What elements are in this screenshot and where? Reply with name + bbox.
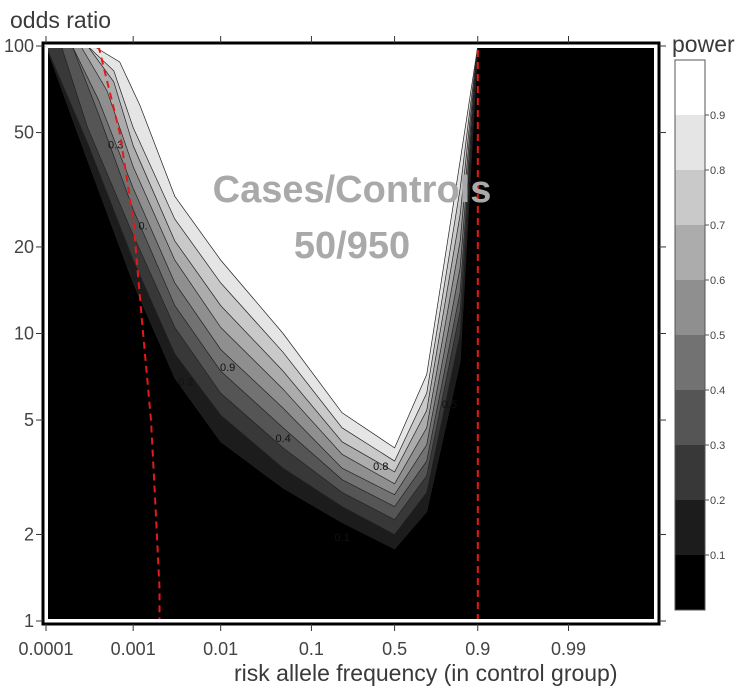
contour-labels: 0.3 0. 0.2 0.9 0.4 0.8 0.5 0.6 0.1: [108, 140, 484, 544]
contour-fills: [46, 46, 478, 549]
colorbar-segment: [675, 335, 705, 390]
colorbar: 0.1 0.2 0.3 0.4 0.5 0.6 0.7 0.8 0.9: [674, 59, 725, 611]
colorbar-tick-label: 0.3: [710, 440, 725, 452]
contour-line-0.2: [45, 45, 479, 535]
contour-line-0.6: [80, 45, 479, 485]
colorbar-tick-label: 0.9: [710, 110, 725, 122]
x-tick-label: 0.001: [111, 639, 156, 659]
colorbar-tick-label: 0.7: [710, 220, 725, 232]
colorbar-tick-label: 0.2: [710, 495, 725, 507]
x-tick-label: 0.01: [203, 639, 238, 659]
x-tick-label: 0.99: [551, 639, 586, 659]
contour-line-0.4: [71, 45, 479, 508]
x-tick-label: 0.9: [465, 639, 490, 659]
plot-inner-border: [46, 46, 656, 621]
colorbar-tick-label: 0.8: [710, 165, 725, 177]
contour-label: 0.3: [108, 140, 123, 152]
contour-line-0.1: [45, 45, 479, 550]
reference-lines: [97, 45, 479, 621]
y-tick-label: 1: [24, 611, 34, 631]
contour-label: 0.5: [442, 399, 457, 411]
colorbar-segment: [675, 500, 705, 555]
colorbar-title: power: [672, 31, 735, 57]
colorbar-tick-label: 0.4: [710, 385, 725, 397]
contour-label: 0.8: [373, 461, 388, 473]
contour-label: 0.4: [276, 433, 291, 445]
x-tick-label: 0.0001: [18, 639, 73, 659]
colorbar-segment: [675, 280, 705, 335]
contour-label: 0.6: [469, 179, 484, 191]
contour-line-0.5: [71, 45, 479, 496]
contour-label: 0.2: [178, 376, 193, 388]
colorbar-segment: [675, 170, 705, 225]
contour-line-0.8: [87, 45, 479, 462]
y-axis-ticks: 1 2 5 10 20 50 100: [4, 36, 666, 631]
x-axis-label: risk allele frequency (in control group): [234, 660, 618, 686]
contour-band-0.9: [93, 46, 478, 448]
x-tick-label: 0.5: [382, 639, 407, 659]
contour-label: 0.1: [334, 532, 349, 544]
x-tick-label: 0.1: [299, 639, 324, 659]
annotation-line-2: 50/950: [294, 225, 410, 267]
y-tick-label: 100: [4, 36, 34, 56]
reference-line-1: [97, 45, 161, 621]
y-axis-label: odds ratio: [10, 7, 111, 33]
colorbar-segment: [675, 225, 705, 280]
colorbar-tick-label: 0.5: [710, 330, 725, 342]
contour-line-0.3: [60, 45, 479, 521]
colorbar-segment: [675, 115, 705, 170]
contour-line-0.7: [87, 45, 479, 473]
y-tick-label: 50: [14, 123, 34, 143]
y-tick-label: 20: [14, 237, 34, 257]
x-axis-ticks: 0.0001 0.001 0.01 0.1 0.5 0.9 0.99: [18, 36, 586, 659]
contour-lines: [45, 45, 479, 550]
colorbar-segment: [675, 445, 705, 500]
contour-label: 0.: [139, 221, 148, 233]
contour-label: 0.9: [220, 362, 235, 374]
colorbar-tick-label: 0.6: [710, 275, 725, 287]
colorbar-segment: [675, 555, 705, 610]
y-tick-label: 5: [24, 410, 34, 430]
y-tick-label: 2: [24, 524, 34, 544]
y-tick-label: 10: [14, 324, 34, 344]
colorbar-segment: [675, 390, 705, 445]
colorbar-tick-label: 0.1: [710, 550, 725, 562]
contour-line-0.9: [93, 45, 479, 449]
annotation-line-1: Cases/Controls: [213, 169, 492, 211]
colorbar-segment: [675, 60, 705, 115]
